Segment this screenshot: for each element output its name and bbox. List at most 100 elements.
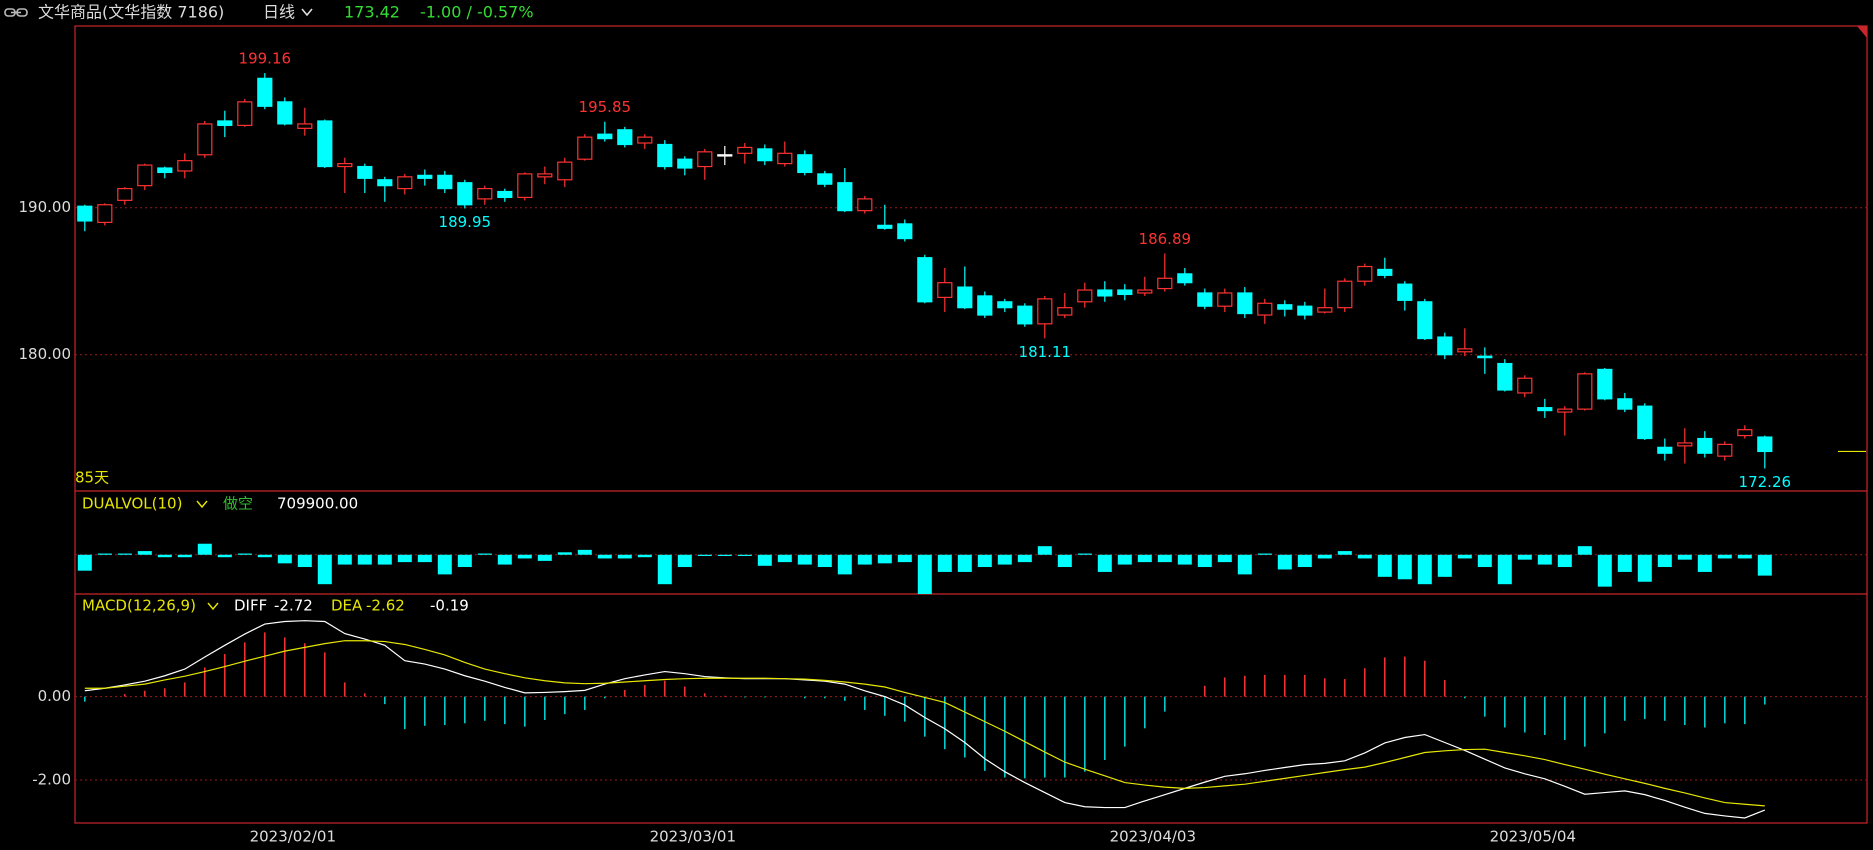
volume-bar xyxy=(457,554,472,568)
candle-body xyxy=(1617,398,1633,410)
candle-body xyxy=(497,190,513,199)
volume-bar xyxy=(1277,554,1292,570)
volume-bar xyxy=(1097,554,1112,572)
y-tick-label: 190.00 xyxy=(19,198,72,216)
volume-bar xyxy=(937,554,952,572)
macd-title[interactable]: MACD(12,26,9) xyxy=(82,597,196,615)
volume-bar xyxy=(517,554,532,559)
candle-body xyxy=(797,154,813,174)
candle-body xyxy=(897,223,913,240)
volume-bar xyxy=(1417,554,1432,585)
volume-bar xyxy=(997,554,1012,565)
volume-bar xyxy=(1257,553,1272,555)
volume-bar xyxy=(697,554,712,556)
candle-body xyxy=(1137,289,1153,294)
candle-body xyxy=(157,167,173,174)
diff-line xyxy=(84,620,1766,819)
volume-bar xyxy=(1397,554,1412,580)
macd-chevron[interactable] xyxy=(207,602,219,611)
volume-bar xyxy=(1117,554,1132,565)
candle-body xyxy=(1097,289,1113,297)
candle-body xyxy=(697,151,713,168)
candle-body xyxy=(1757,436,1773,453)
volume-bar xyxy=(1377,554,1392,577)
candle-body xyxy=(1017,305,1033,325)
candle-body xyxy=(1357,265,1373,282)
volume-bar xyxy=(217,554,232,558)
candle-body xyxy=(1597,368,1613,400)
volume-bar xyxy=(1717,554,1732,559)
days-label: 85天 xyxy=(75,469,109,487)
volume-bar xyxy=(897,554,912,563)
corner-marker xyxy=(1857,26,1867,38)
candle-body xyxy=(457,182,473,206)
candle-body xyxy=(297,123,313,129)
volume-bar xyxy=(497,554,512,565)
candle-body xyxy=(557,161,573,181)
candle-body xyxy=(197,123,213,156)
volume-bar xyxy=(337,554,352,565)
volume-bar xyxy=(817,554,832,568)
candle-body xyxy=(1297,305,1313,316)
candle-body xyxy=(937,282,953,298)
candle-body xyxy=(1277,304,1293,310)
volume-bar xyxy=(1297,554,1312,568)
volume-bar xyxy=(1637,554,1652,582)
volume-bar xyxy=(1517,554,1532,560)
volume-bar xyxy=(1617,554,1632,572)
volume-chevron[interactable] xyxy=(196,500,208,509)
volume-bar xyxy=(757,554,772,566)
candle-body xyxy=(777,152,793,165)
y-tick-label: -2.00 xyxy=(32,771,71,789)
candle-body xyxy=(1737,429,1753,437)
candle-body xyxy=(837,182,853,212)
period-chevron[interactable] xyxy=(301,8,313,17)
volume-bar xyxy=(417,554,432,563)
candle-body xyxy=(1117,289,1133,296)
volume-bar xyxy=(477,553,492,555)
volume-bar xyxy=(717,554,732,556)
dea-label: DEA xyxy=(331,597,363,615)
volume-bar xyxy=(1337,551,1352,555)
volume-bar xyxy=(637,554,652,558)
volume-bar xyxy=(557,552,572,555)
high-label: 199.16 xyxy=(239,50,292,68)
candle-body xyxy=(1337,280,1353,309)
volume-bar xyxy=(857,554,872,565)
volume-bar xyxy=(1317,554,1332,559)
volume-bar xyxy=(117,553,132,555)
volume-bar xyxy=(1697,554,1712,572)
volume-bar xyxy=(1137,554,1152,563)
candle-body xyxy=(1577,373,1593,410)
volume-bar xyxy=(1037,546,1052,555)
candle-body xyxy=(1417,301,1433,340)
candle-body xyxy=(1057,307,1073,316)
candle-body xyxy=(417,174,433,179)
volume-bar xyxy=(1657,554,1672,568)
low-label: 189.95 xyxy=(439,213,492,231)
period[interactable]: 日线 xyxy=(263,3,295,22)
candle-body xyxy=(217,120,233,126)
volume-bar xyxy=(1357,554,1372,559)
volume-bar xyxy=(877,554,892,564)
link-icon[interactable] xyxy=(4,8,28,17)
volume-bar xyxy=(277,554,292,564)
volume-bar xyxy=(1057,554,1072,568)
volume-title[interactable]: DUALVOL(10) xyxy=(82,495,182,513)
volume-bar xyxy=(1217,554,1232,563)
volume-bar xyxy=(1437,554,1452,577)
high-label: 195.85 xyxy=(579,98,632,116)
macd-value: -0.19 xyxy=(430,597,469,615)
volume-bar xyxy=(237,553,252,555)
candle-body xyxy=(577,136,593,160)
candle-body xyxy=(1657,446,1673,454)
candle-body xyxy=(357,165,373,179)
instrument-name[interactable]: 文华商品(文华指数 7186) xyxy=(38,3,224,22)
x-tick-label: 2023/03/01 xyxy=(650,828,736,846)
volume-bar xyxy=(1737,554,1752,559)
volume-bar xyxy=(1677,554,1692,560)
candle-body xyxy=(1177,273,1193,284)
candle-body xyxy=(1037,298,1053,325)
candle-body xyxy=(1217,292,1233,307)
